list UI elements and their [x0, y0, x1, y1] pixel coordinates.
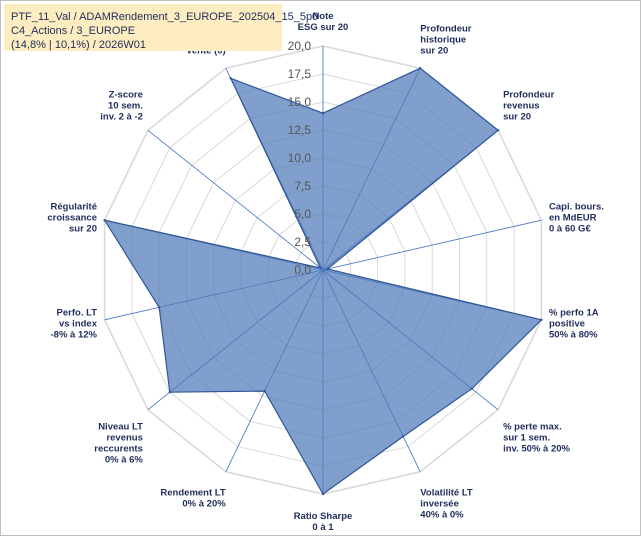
axis-label-7-line-1: 0 à 1: [312, 522, 334, 533]
portfolio-name: PTF_11_Val / ADAMRendement_3_EUROPE_2025…: [11, 11, 319, 23]
axis-label-10-line-2: -8% à 12%: [51, 330, 98, 341]
axis-label-9-line-3: 0% à 6%: [105, 454, 144, 465]
axis-label-0-line-0: Note: [312, 11, 333, 22]
axis-label-1-line-2: sur 20: [420, 46, 448, 57]
axis-label-10-line-0: Perfo. LT: [57, 308, 98, 319]
data-point-6: [402, 435, 405, 438]
spoke-3: [322, 219, 542, 271]
data-point-12: [319, 266, 322, 270]
axis-label-10: Perfo. LT vs index -8% à 12%: [51, 308, 98, 341]
spoke-12: [147, 129, 324, 271]
axis-label-12-line-2: inv. 2 à -2: [100, 112, 143, 123]
axis-label-6-line-0: Volatilité LT: [420, 487, 473, 498]
axis-label-3-line-1: en MdEUR: [549, 213, 597, 224]
axis-label-0: Note ESG sur 20: [298, 11, 349, 33]
tick-label-0: 0,0: [294, 263, 311, 277]
axis-label-7: Ratio Sharpe 0 à 1: [294, 511, 353, 533]
axis-label-12-line-1: 10 sem.: [108, 101, 143, 112]
axis-label-6-line-1: inversée: [420, 498, 459, 509]
axis-label-8-line-1: 0% à 20%: [182, 498, 226, 509]
axis-label-6: Volatilité LT inversée 40% à 0%: [420, 487, 473, 520]
data-point-13: [229, 77, 232, 80]
axis-label-9: Niveau LT revenus reccurents 0% à 6%: [94, 421, 143, 465]
portfolio-category: C4_Actions / 3_EUROPE: [11, 25, 136, 37]
portfolio-stats: (14,8% | 10,1%) / 2026W01: [11, 39, 146, 51]
tick-label-5: 12,5: [288, 123, 312, 137]
axis-label-13-line-2: Vente (0): [186, 46, 226, 57]
data-point-1: [419, 67, 422, 70]
data-point-4: [540, 318, 543, 321]
axis-label-9-line-2: reccurents: [94, 443, 143, 454]
axis-label-2: Profondeur revenus sur 20: [503, 90, 554, 123]
data-point-5: [470, 387, 474, 390]
data-point-11: [103, 219, 106, 222]
tick-label-4: 10,0: [288, 151, 312, 165]
portfolio-info-box: PTF_11_Val / ADAMRendement_3_EUROPE_2025…: [4, 4, 318, 51]
radar-tick-labels: 0,0 2,5 5,0 7,5 10,0 12,5 15,0 17,5 20,0: [288, 39, 312, 277]
tick-label-3: 7,5: [294, 179, 311, 193]
tick-label-7: 17,5: [288, 67, 312, 81]
axis-label-9-line-0: Niveau LT: [98, 421, 143, 432]
axis-label-1: Profondeur historique sur 20: [420, 24, 471, 57]
axis-label-3: Capi. bours. en MdEUR 0 à 60 G€: [549, 202, 604, 235]
data-point-8: [263, 389, 266, 393]
axis-label-6-line-2: 40% à 0%: [420, 509, 464, 520]
axis-label-12-line-0: Z-score: [109, 90, 143, 101]
axis-label-4-line-0: % perfo 1A: [549, 308, 599, 319]
radar-series: [103, 67, 543, 496]
axis-label-8: Rendement LT 0% à 20%: [160, 487, 226, 509]
axis-label-7-line-0: Ratio Sharpe: [294, 511, 353, 522]
axis-label-5: % perte max. sur 1 sem. inv. 50% à 20%: [503, 421, 570, 454]
axis-label-2-line-1: revenus: [503, 101, 539, 112]
data-point-0: [321, 112, 325, 115]
axis-label-0-line-1: ESG sur 20: [298, 22, 349, 33]
radar-axis-labels: Note ESG sur 20 Profondeur historique sur 20…: [47, 11, 604, 533]
axis-label-3-line-2: 0 à 60 G€: [549, 224, 591, 235]
data-point-3: [326, 267, 329, 271]
tick-label-1: 2,5: [294, 235, 311, 249]
axis-label-3-line-0: Capi. bours.: [549, 202, 604, 213]
axis-label-1-line-1: historique: [420, 35, 466, 46]
axis-label-11-line-2: sur 20: [69, 224, 97, 235]
axis-label-2-line-0: Profondeur: [503, 90, 554, 101]
axis-label-4-line-2: 50% à 80%: [549, 330, 598, 341]
axis-label-5-line-0: % perte max.: [503, 421, 562, 432]
axis-label-8-line-0: Rendement LT: [160, 487, 225, 498]
series-area: [103, 67, 543, 495]
axis-label-4-line-1: positive: [549, 319, 585, 330]
data-point-9: [168, 391, 171, 394]
axis-label-5-line-1: sur 1 sem.: [503, 432, 550, 443]
axis-label-5-line-2: inv. 50% à 20%: [503, 443, 570, 454]
axis-label-9-line-1: revenus: [106, 432, 142, 443]
tick-label-6: 15,0: [288, 95, 312, 109]
axis-label-2-line-2: sur 20: [503, 112, 531, 123]
axis-label-11-line-1: croissance: [47, 213, 97, 224]
data-point-10: [158, 306, 161, 309]
axis-label-11-line-0: Régularité: [51, 202, 97, 213]
axis-label-1-line-0: Profondeur: [420, 24, 471, 35]
axis-label-4: % perfo 1A positive 50% à 80%: [549, 308, 599, 341]
tick-label-8: 20,0: [288, 39, 312, 53]
tick-label-2: 5,0: [294, 207, 311, 221]
axis-label-12: Z-score 10 sem. inv. 2 à -2: [100, 90, 143, 123]
axis-label-11: Régularité croissance sur 20: [47, 202, 97, 235]
data-point-2: [496, 129, 500, 132]
axis-label-10-line-1: vs index: [59, 319, 98, 330]
data-point-7: [321, 492, 325, 496]
